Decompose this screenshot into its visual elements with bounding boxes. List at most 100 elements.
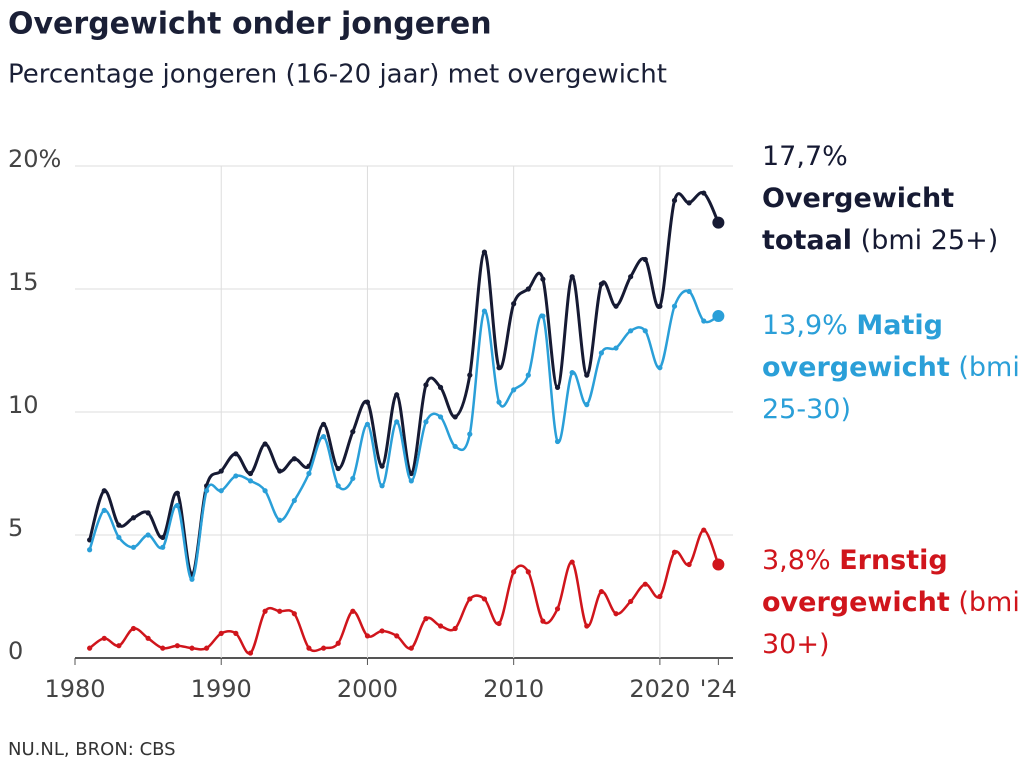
data-point [437,414,444,420]
data-point [467,596,473,602]
data-point [174,490,180,496]
data-point [540,618,546,624]
data-point [671,303,678,309]
data-point [145,635,151,641]
data-point [306,470,312,477]
data-point [130,625,137,632]
data-point [525,286,531,292]
data-point [423,419,429,425]
data-point [554,384,561,390]
data-point [350,429,356,435]
data-point [481,249,488,255]
data-point [379,628,385,634]
end-label: 3,8% [762,545,831,576]
data-point [247,650,254,656]
data-point [335,465,341,472]
data-point [496,620,502,627]
data-point [394,419,400,425]
data-point [701,190,707,196]
chart-subtitle: Percentage jongeren (16-20 jaar) met ove… [8,60,667,90]
data-point [233,451,239,457]
data-point [394,392,400,398]
data-point [569,559,575,565]
data-point [511,387,517,393]
data-point [350,608,356,614]
source: NU.NL, BRON: CBS [8,739,176,760]
data-point [642,256,648,263]
data-point [247,470,254,477]
data-point [569,370,575,376]
data-point [540,313,546,319]
end-label: 13,9% [762,310,848,341]
data-point [657,365,663,371]
name: Ernstig overgewicht [762,545,950,618]
data-point [160,534,166,541]
data-point [613,611,619,617]
data-point [671,549,678,555]
data-point [496,365,502,371]
data-point [437,384,444,390]
data-point [628,274,634,280]
data-point [394,633,400,639]
x-tick-label: 2010 [483,675,544,703]
data-point [628,328,634,334]
data-point [613,345,619,351]
data-point [379,483,385,489]
data-point [262,488,268,494]
data-point [364,421,371,427]
x-tick-label: 2000 [337,675,398,703]
data-point [204,488,210,494]
data-point [452,625,458,632]
data-point [130,515,137,521]
data-point [686,200,692,206]
data-point [701,527,707,533]
note: (bmi 25+) [860,225,999,256]
data-point [204,645,210,651]
data-point [467,372,473,378]
data-point [101,488,107,494]
data-point [101,635,107,641]
data-point [291,611,297,617]
note: (bmi 25-30) [762,352,1020,425]
data-point [657,303,663,309]
data-point [540,276,546,282]
data-point [87,547,93,553]
data-point [233,473,239,479]
data-point [598,281,605,287]
data-point [218,630,224,637]
data-point [262,441,268,447]
data-point [116,534,122,541]
data-point [320,434,327,440]
data-point [218,468,224,474]
x-tick-label: '24 [700,675,737,703]
data-point [423,382,429,388]
y-tick-label: 20% [8,145,61,173]
data-point [233,630,239,637]
data-point [218,488,224,494]
data-point [423,616,429,622]
data-point [145,510,151,516]
data-point [642,328,648,334]
data-point [712,310,725,323]
name: Overgewicht totaal [762,183,955,256]
data-point [598,588,605,595]
data-point [686,561,692,568]
data-point [87,537,93,543]
series-label: 3,8% Ernstig overgewicht (bmi 30+) [762,540,1024,666]
data-point [554,438,561,445]
data-point [525,569,531,575]
x-tick-label: 1990 [191,675,252,703]
data-point [467,431,473,437]
data-point [379,463,385,469]
data-point [364,399,371,405]
data-point [686,288,692,295]
data-point [335,483,341,489]
series-line [88,191,720,576]
y-tick-label: 5 [8,514,23,542]
data-point [712,558,725,571]
data-point [189,645,195,651]
y-tick-label: 10 [8,391,39,419]
data-point [511,569,517,575]
